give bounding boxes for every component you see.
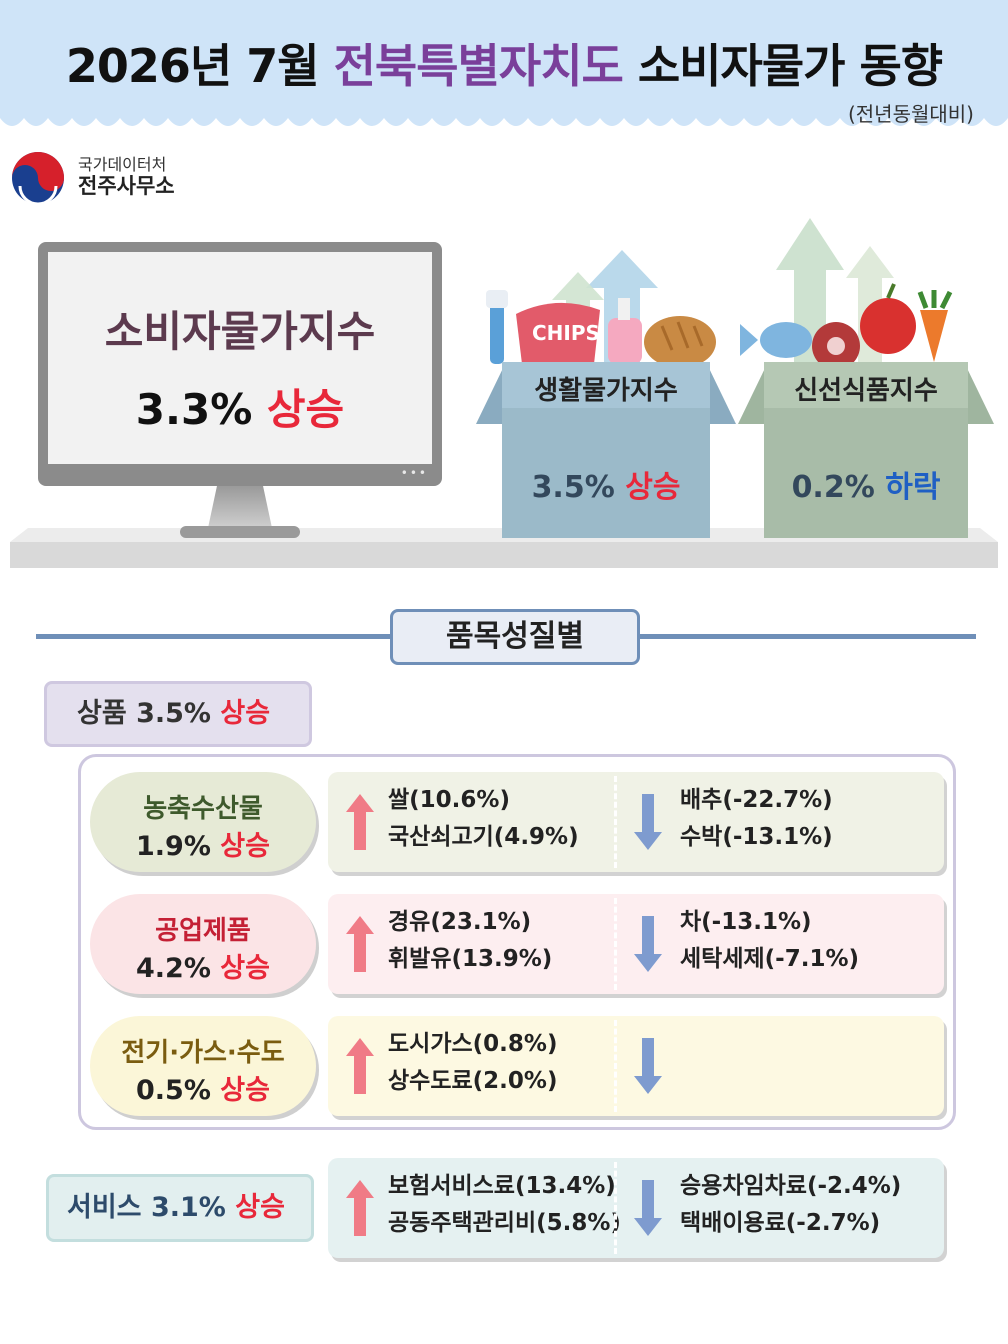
up-arrow-icon bbox=[346, 1038, 374, 1094]
category-agri: 농축수산물 1.9% 상승 bbox=[90, 772, 316, 872]
category-industrial-rate: 4.2% bbox=[136, 953, 211, 984]
list-item: 수박(-13.1%) bbox=[680, 824, 833, 850]
category-utilities-rate: 0.5% bbox=[136, 1075, 211, 1106]
agri-down-items: 배추(-22.7%) 수박(-13.1%) bbox=[680, 782, 833, 856]
panel-divider bbox=[614, 1162, 617, 1254]
fresh-rate: 0.2% bbox=[791, 470, 875, 505]
category-utilities-name: 전기·가스·수도 bbox=[121, 1038, 285, 1068]
living-direction: 상승 bbox=[625, 470, 681, 505]
industrial-down-items: 차(-13.1%) 세탁세제(-7.1%) bbox=[680, 904, 859, 978]
monitor-dots: ••• bbox=[400, 466, 428, 480]
category-agri-panel: 쌀(10.6%) 국산쇠고기(4.9%) 배추(-22.7%) 수박(-13.1… bbox=[328, 772, 944, 872]
list-item: 배추(-22.7%) bbox=[680, 787, 833, 813]
panel-divider bbox=[614, 898, 617, 990]
category-industrial-name: 공업제품 bbox=[155, 916, 251, 946]
list-item: 국산쇠고기(4.9%) bbox=[388, 824, 579, 850]
services-up-items: 보험서비스료(13.4%) 공동주택관리비(5.8%) bbox=[388, 1168, 621, 1242]
services-summary: 서비스 3.1% 상승 bbox=[46, 1174, 314, 1242]
industrial-up-items: 경유(23.1%) 휘발유(13.9%) bbox=[388, 904, 552, 978]
monitor-screen: 소비자물가지수 3.3% 상승 bbox=[48, 252, 432, 464]
fresh-box-illustration bbox=[738, 218, 994, 538]
header-banner: 2026년 7월 전북특별자치도 소비자물가 동향 (전년동월대비) bbox=[0, 0, 1008, 150]
category-industrial: 공업제품 4.2% 상승 bbox=[90, 894, 316, 994]
category-agri-name: 농축수산물 bbox=[143, 794, 263, 824]
down-arrow-icon bbox=[634, 794, 662, 850]
fresh-index-value: 0.2% 하락 bbox=[738, 462, 994, 506]
category-agri-direction: 상승 bbox=[220, 831, 270, 862]
living-box-illustration: CHIPS bbox=[476, 250, 736, 538]
living-index-label: 생활물가지수 bbox=[534, 376, 678, 406]
goods-label: 상품 bbox=[77, 698, 127, 729]
category-utilities: 전기·가스·수도 0.5% 상승 bbox=[90, 1016, 316, 1116]
category-agri-value: 1.9% 상승 bbox=[90, 824, 316, 863]
category-industrial-direction: 상승 bbox=[220, 953, 270, 984]
list-item: 상수도료(2.0%) bbox=[388, 1068, 558, 1094]
down-arrow-icon bbox=[634, 1038, 662, 1094]
living-rate: 3.5% bbox=[531, 470, 615, 505]
monitor-base bbox=[180, 526, 300, 538]
goods-summary: 상품 3.5% 상승 bbox=[44, 681, 312, 747]
category-utilities-panel: 도시가스(0.8%) 상수도료(2.0%) bbox=[328, 1016, 944, 1116]
up-arrow-icon bbox=[346, 1180, 374, 1236]
list-item: 공동주택관리비(5.8%) bbox=[388, 1210, 621, 1236]
living-index-value: 3.5% 상승 bbox=[476, 462, 736, 506]
panel-divider bbox=[614, 776, 617, 868]
chips-bag-text: CHIPS bbox=[532, 321, 600, 345]
monitor-stand bbox=[208, 486, 272, 528]
organization-name: 국가데이터처 전주사무소 bbox=[78, 155, 175, 199]
list-item: 택배이용료(-2.7%) bbox=[680, 1210, 881, 1236]
banner-cloud-shape bbox=[0, 0, 1008, 126]
page-title: 2026년 7월 전북특별자치도 소비자물가 동향 bbox=[0, 30, 1008, 96]
org-line1: 국가데이터처 bbox=[78, 155, 167, 174]
category-utilities-value: 0.5% 상승 bbox=[90, 1068, 316, 1107]
up-arrow-icon bbox=[346, 916, 374, 972]
category-industrial-value: 4.2% 상승 bbox=[90, 946, 316, 985]
utilities-up-items: 도시가스(0.8%) 상수도료(2.0%) bbox=[388, 1026, 557, 1100]
cpi-value: 3.3% 상승 bbox=[48, 376, 432, 437]
category-agri-rate: 1.9% bbox=[136, 831, 211, 862]
fresh-index-label: 신선식품지수 bbox=[794, 376, 938, 406]
living-index-box: CHIPS 생활물가지수 3.5% 상승 bbox=[476, 214, 736, 540]
goods-direction: 상승 bbox=[220, 698, 271, 729]
title-topic: 소비자물가 동향 bbox=[637, 39, 943, 93]
cpi-direction: 상승 bbox=[266, 385, 345, 434]
services-label: 서비스 bbox=[67, 1192, 142, 1223]
monitor: 소비자물가지수 3.3% 상승 ••• bbox=[38, 242, 442, 486]
panel-divider bbox=[614, 1020, 617, 1112]
list-item: 경유(23.1%) bbox=[388, 909, 532, 935]
fresh-food-box: 신선식품지수 0.2% 하락 bbox=[738, 214, 994, 540]
down-arrow-icon bbox=[634, 916, 662, 972]
list-item: 보험서비스료(13.4%) bbox=[388, 1173, 616, 1199]
services-down-items: 승용차임차료(-2.4%) 택배이용료(-2.7%) bbox=[680, 1168, 901, 1242]
goods-rate: 3.5% bbox=[136, 698, 211, 729]
list-item: 세탁세제(-7.1%) bbox=[680, 946, 859, 972]
title-date: 2026년 7월 bbox=[65, 39, 320, 93]
down-arrow-icon bbox=[634, 1180, 662, 1236]
government-emblem-icon bbox=[12, 152, 64, 206]
org-line2: 전주사무소 bbox=[78, 174, 175, 199]
up-arrow-icon bbox=[346, 794, 374, 850]
section-title: 품목성질별 bbox=[390, 609, 640, 665]
goods-frame bbox=[78, 754, 956, 1130]
list-item: 휘발유(13.9%) bbox=[388, 946, 553, 972]
category-utilities-direction: 상승 bbox=[220, 1075, 270, 1106]
cpi-rate: 3.3% bbox=[135, 385, 253, 434]
services-direction: 상승 bbox=[235, 1192, 285, 1223]
list-item: 승용차임차료(-2.4%) bbox=[680, 1173, 902, 1199]
fresh-direction: 하락 bbox=[885, 470, 941, 505]
list-item: 쌀(10.6%) bbox=[388, 787, 510, 813]
title-region: 전북특별자치도 bbox=[333, 39, 624, 93]
agri-up-items: 쌀(10.6%) 국산쇠고기(4.9%) bbox=[388, 782, 579, 856]
list-item: 도시가스(0.8%) bbox=[388, 1031, 558, 1057]
list-item: 차(-13.1%) bbox=[680, 909, 812, 935]
subtitle: (전년동월대비) bbox=[847, 102, 974, 126]
services-panel: 보험서비스료(13.4%) 공동주택관리비(5.8%) 승용차임차료(-2.4%… bbox=[328, 1158, 944, 1258]
services-rate: 3.1% bbox=[150, 1192, 226, 1223]
category-industrial-panel: 경유(23.1%) 휘발유(13.9%) 차(-13.1%) 세탁세제(-7.1… bbox=[328, 894, 944, 994]
cpi-label: 소비자물가지수 bbox=[104, 307, 376, 356]
